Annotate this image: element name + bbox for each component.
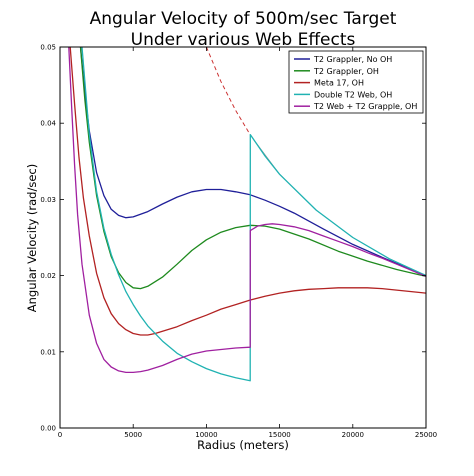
legend: T2 Grappler, No OH T2 Grappler, OH Meta 17… (288, 50, 424, 114)
legend-label-3: Meta 17, OH (314, 79, 364, 88)
y-axis-label: Angular Velocity (rad/sec) (25, 164, 39, 312)
x-tick-label: 5000 (124, 431, 142, 439)
chart-title-line-1: Angular Velocity of 500m/sec Target (90, 9, 397, 29)
x-tick-label: 10000 (195, 431, 217, 439)
x-tick-label: 25000 (415, 431, 437, 439)
plot-frame (59, 46, 427, 429)
reference-curve-dashed (205, 47, 251, 136)
x-tick-label: 15000 (268, 431, 290, 439)
legend-label-2: T2 Grappler, OH (313, 67, 379, 76)
y-tick-label: 0.02 (40, 272, 56, 280)
series-line-4 (81, 47, 426, 382)
axis-ticks: 0 5000 10000 15000 20000 25000 0.00 0.01 0.02 0.0… (40, 44, 437, 440)
y-tick-label: 0.01 (40, 348, 56, 356)
plot-lines (68, 47, 426, 382)
legend-label-4: Double T2 Web, OH (314, 90, 392, 99)
y-tick-label: 0.00 (40, 425, 56, 433)
y-tick-label: 0.04 (40, 120, 56, 128)
series-line-2 (79, 47, 426, 290)
series-line-5 (68, 47, 426, 374)
x-tick-label: 0 (58, 431, 62, 439)
legend-label-5: T2 Web + T2 Grapple, OH (313, 102, 417, 111)
y-tick-label: 0.03 (40, 196, 56, 204)
y-tick-label: 0.05 (40, 44, 56, 52)
legend-label-1: T2 Grappler, No OH (313, 55, 392, 64)
legend-box (288, 50, 424, 114)
series-line-3 (69, 47, 426, 336)
x-tick-label: 20000 (342, 431, 364, 439)
chart-title-line-2: Under various Web Effects (131, 30, 356, 50)
series-line-1 (79, 47, 426, 277)
x-axis-label: Radius (meters) (197, 438, 289, 452)
